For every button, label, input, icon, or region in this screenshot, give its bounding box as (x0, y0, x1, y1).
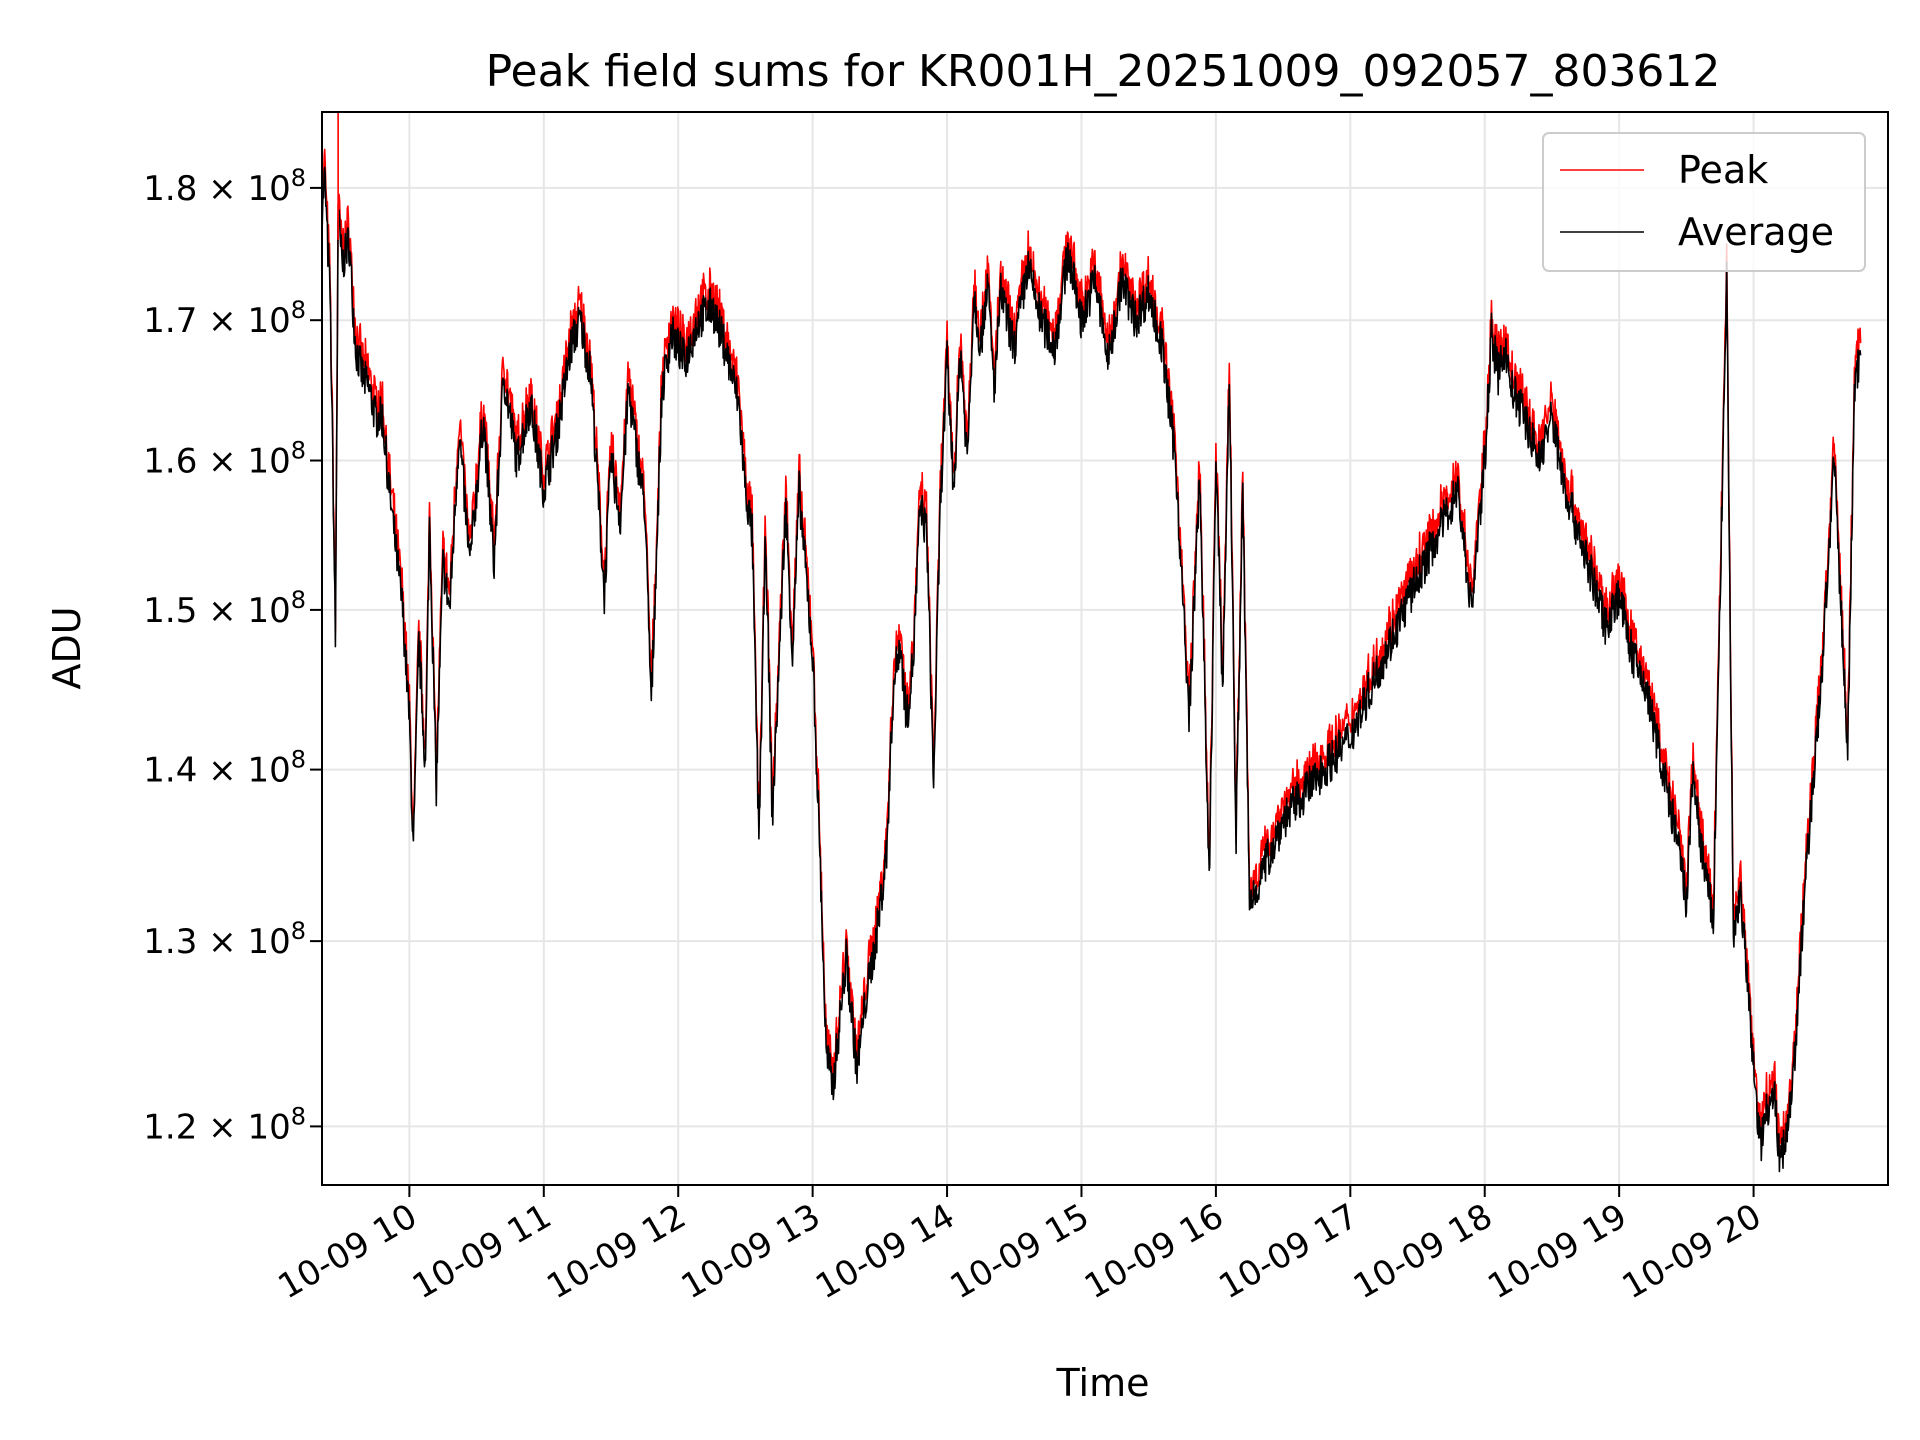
y-tick-label: 1.8 × 108 (143, 164, 306, 209)
y-tick-label: 1.6 × 108 (143, 437, 306, 482)
y-tick-exponent: 8 (291, 1102, 306, 1130)
y-tick-exponent: 8 (291, 746, 306, 774)
y-tick-label: 1.5 × 108 (143, 586, 306, 631)
y-tick-exponent: 8 (291, 164, 306, 192)
y-axis-label: ADU (45, 606, 89, 689)
y-tick-mantissa: 1.8 (143, 169, 197, 209)
y-tick-base: 10 (247, 922, 290, 962)
y-tick-times-sign: × (197, 1107, 247, 1147)
legend-average-label: Average (1678, 210, 1834, 254)
y-tick-exponent: 8 (291, 296, 306, 324)
grid (322, 112, 1888, 1185)
y-tick-base: 10 (247, 751, 290, 791)
y-tick-mantissa: 1.2 (143, 1107, 197, 1147)
y-tick-label: 1.7 × 108 (143, 296, 306, 341)
y-tick-times-sign: × (197, 169, 247, 209)
chart-title: Peak field sums for KR001H_20251009_0920… (486, 46, 1721, 97)
axes-frame (321, 111, 1889, 1186)
y-tick-label: 1.3 × 108 (143, 917, 306, 962)
y-tick-exponent: 8 (291, 437, 306, 465)
y-tick-base: 10 (247, 169, 290, 209)
y-tick-base: 10 (247, 301, 290, 341)
legend-box (1542, 132, 1866, 272)
y-tick-label: 1.4 × 108 (143, 746, 306, 791)
y-tick-exponent: 8 (291, 917, 306, 945)
y-tick-exponent: 8 (291, 586, 306, 614)
y-tick-base: 10 (247, 591, 290, 631)
y-tick-times-sign: × (197, 442, 247, 482)
y-tick-base: 10 (247, 442, 290, 482)
y-tick-mantissa: 1.4 (143, 751, 197, 791)
legend-peak-label: Peak (1678, 148, 1768, 192)
y-tick-mantissa: 1.7 (143, 301, 197, 341)
y-tick-mantissa: 1.6 (143, 442, 197, 482)
y-tick-times-sign: × (197, 301, 247, 341)
y-tick-mantissa: 1.3 (143, 922, 197, 962)
y-tick-times-sign: × (197, 922, 247, 962)
y-tick-mantissa: 1.5 (143, 591, 197, 631)
y-tick-times-sign: × (197, 751, 247, 791)
legend: Peak Average (1542, 132, 1866, 272)
average-series-line (322, 166, 1862, 1173)
y-tick-times-sign: × (197, 591, 247, 631)
y-tick-base: 10 (247, 1107, 290, 1147)
y-tick-label: 1.2 × 108 (143, 1102, 306, 1147)
series-area (322, 112, 1862, 1173)
x-axis-label: Time (1056, 1361, 1150, 1405)
